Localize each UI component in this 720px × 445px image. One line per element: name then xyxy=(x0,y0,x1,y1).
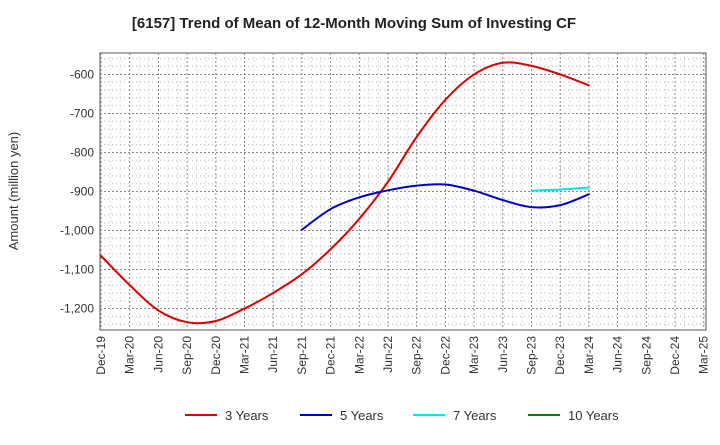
x-tick-label: Jun-21 xyxy=(266,336,280,373)
x-tick-label: Sep-24 xyxy=(639,336,653,375)
x-tick-label: Sep-20 xyxy=(180,336,194,375)
grid-layer xyxy=(100,53,706,330)
y-tick-label: -1,200 xyxy=(60,302,94,316)
legend: 3 Years 5 Years 7 Years 10 Years xyxy=(185,408,619,423)
x-tick-label: Sep-21 xyxy=(295,336,309,375)
y-axis-label: Amount (million yen) xyxy=(6,132,21,251)
x-tick-label: Jun-23 xyxy=(496,336,510,373)
x-tick-label: Mar-20 xyxy=(123,336,137,374)
y-tick-label: -600 xyxy=(70,67,94,81)
x-tick-label: Jun-22 xyxy=(381,336,395,373)
legend-label: 7 Years xyxy=(453,408,497,423)
x-tick-label: Jun-24 xyxy=(611,336,625,373)
y-tick-label: -1,100 xyxy=(60,263,94,277)
y-tick-label: -900 xyxy=(70,185,94,199)
x-tick-label: Dec-20 xyxy=(209,336,223,375)
series-line-5-years xyxy=(300,183,590,231)
y-tick-label: -700 xyxy=(70,106,94,120)
plot-area xyxy=(99,52,707,331)
y-tick-labels: -600 -700 -800 -900 -1,000 -1,100 -1,200 xyxy=(60,67,94,315)
legend-label: 5 Years xyxy=(340,408,384,423)
x-tick-label: Dec-21 xyxy=(324,336,338,375)
x-tick-labels: Dec-19 Mar-20 Jun-20 Sep-20 Dec-20 Mar-21 Jun-… xyxy=(94,336,711,375)
x-tick-label: Dec-24 xyxy=(668,336,682,375)
series-line-7-years xyxy=(530,186,590,192)
x-tick-label: Jun-20 xyxy=(151,336,165,373)
legend-label: 3 Years xyxy=(225,408,269,423)
x-tick-label: Sep-23 xyxy=(525,336,539,375)
x-tick-label: Mar-23 xyxy=(467,336,481,374)
series-layer xyxy=(100,61,590,325)
chart-title: [6157] Trend of Mean of 12-Month Moving … xyxy=(132,15,576,32)
series-line-3-years xyxy=(100,61,590,325)
x-tick-label: Sep-22 xyxy=(410,336,424,375)
legend-label: 10 Years xyxy=(568,408,619,423)
y-tick-label: -800 xyxy=(70,145,94,159)
x-tick-label: Dec-19 xyxy=(94,336,108,375)
x-tick-label: Mar-21 xyxy=(238,336,252,374)
x-tick-label: Dec-22 xyxy=(438,336,452,375)
x-tick-label: Mar-22 xyxy=(352,336,366,374)
x-tick-label: Mar-24 xyxy=(582,336,596,374)
x-tick-label: Mar-25 xyxy=(697,336,711,374)
x-tick-label: Dec-23 xyxy=(553,336,567,375)
y-tick-label: -1,000 xyxy=(60,224,94,238)
